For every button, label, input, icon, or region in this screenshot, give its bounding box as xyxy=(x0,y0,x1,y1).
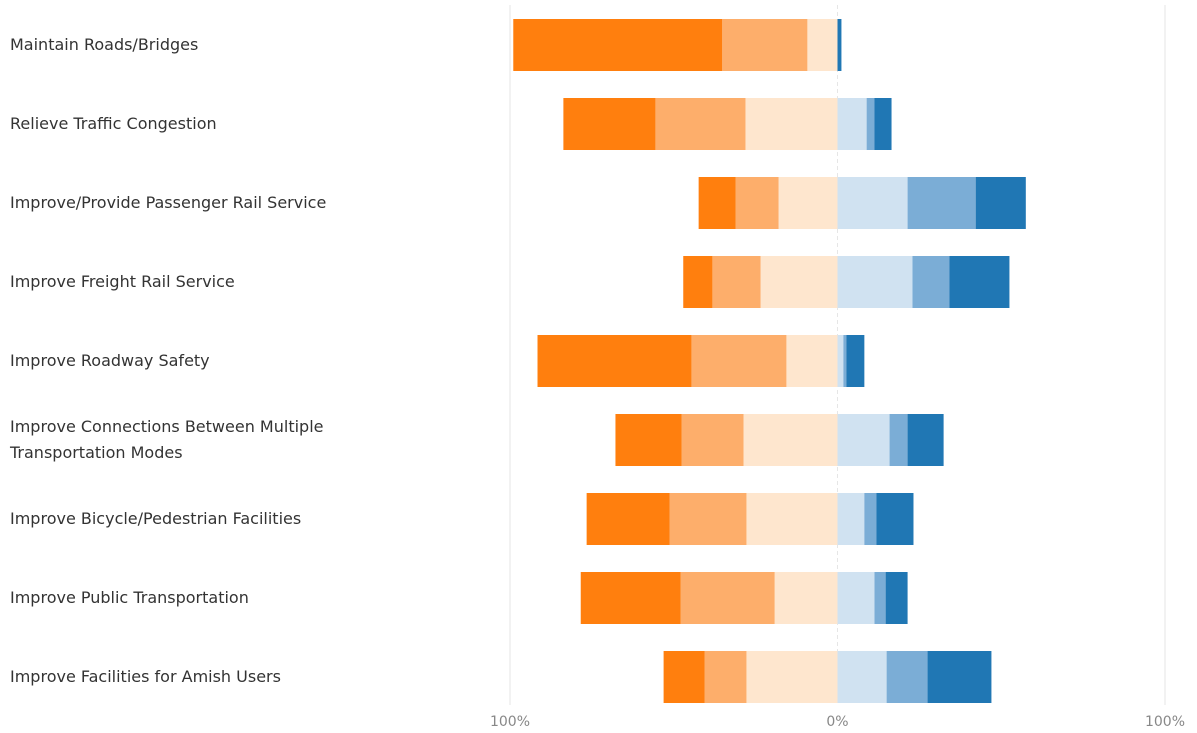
bar-segment xyxy=(774,572,838,624)
bar-segment xyxy=(846,335,865,387)
bar-segment xyxy=(876,493,914,545)
bar-segment xyxy=(681,414,744,466)
x-tick-label: 100% xyxy=(1145,714,1185,730)
bar-segment xyxy=(866,98,875,150)
bar-segment xyxy=(889,414,908,466)
category-label: Improve/Provide Passenger Rail Service xyxy=(10,193,327,212)
bar-segment xyxy=(698,177,736,229)
category-label: Improve Freight Rail Service xyxy=(10,272,235,291)
bar-segment xyxy=(949,256,1010,308)
bar-segment xyxy=(722,19,808,71)
bar-segment xyxy=(745,98,838,150)
bar-segment xyxy=(704,651,747,703)
bar-segment xyxy=(680,572,775,624)
bar-segment xyxy=(837,177,908,229)
bar-segment xyxy=(683,256,713,308)
bar-segment xyxy=(874,98,892,150)
category-label: Improve Facilities for Amish Users xyxy=(10,667,281,686)
bar-segment xyxy=(537,335,692,387)
x-tick-label: 0% xyxy=(826,714,848,730)
bar-segment xyxy=(746,493,838,545)
bar-segment xyxy=(746,651,838,703)
category-label: Improve Connections Between Multiple Tra… xyxy=(10,417,324,462)
x-tick-label: 100% xyxy=(490,714,530,730)
bar-segment xyxy=(837,572,875,624)
bar-segment xyxy=(563,98,656,150)
category-label: Maintain Roads/Bridges xyxy=(10,35,199,54)
bar-segment xyxy=(655,98,746,150)
bar-segment xyxy=(743,414,838,466)
bar-segment xyxy=(843,335,847,387)
category-label: Improve Roadway Safety xyxy=(10,351,210,370)
category-label: Improve Bicycle/Pedestrian Facilities xyxy=(10,509,302,528)
bar-segment xyxy=(669,493,747,545)
bar-segment xyxy=(778,177,838,229)
category-label: Improve Public Transportation xyxy=(10,588,249,607)
bar-segment xyxy=(615,414,682,466)
bar-segment xyxy=(760,256,838,308)
bar-segment xyxy=(712,256,761,308)
bar-segment xyxy=(807,19,838,71)
bar-segment xyxy=(837,335,844,387)
bar-segment xyxy=(874,572,886,624)
bar-segment xyxy=(837,414,890,466)
bar-segment xyxy=(837,493,865,545)
bar-segment xyxy=(912,256,950,308)
category-label: Relieve Traffic Congestion xyxy=(10,114,217,133)
bar-segment xyxy=(586,493,670,545)
bar-segment xyxy=(927,651,992,703)
bar-segment xyxy=(691,335,787,387)
bar-segment xyxy=(837,98,867,150)
bar-segment xyxy=(907,414,944,466)
bar-segment xyxy=(886,651,928,703)
bar-segment xyxy=(975,177,1026,229)
bar-segment xyxy=(837,651,887,703)
bar-segment xyxy=(735,177,779,229)
bar-segment xyxy=(513,19,723,71)
bar-segment xyxy=(786,335,838,387)
bar-segment xyxy=(885,572,908,624)
bar-segment xyxy=(580,572,681,624)
bar-segment xyxy=(837,256,913,308)
bar-segment xyxy=(663,651,705,703)
bar-segment xyxy=(907,177,976,229)
bar-segment xyxy=(837,19,842,71)
bar-segment xyxy=(864,493,877,545)
